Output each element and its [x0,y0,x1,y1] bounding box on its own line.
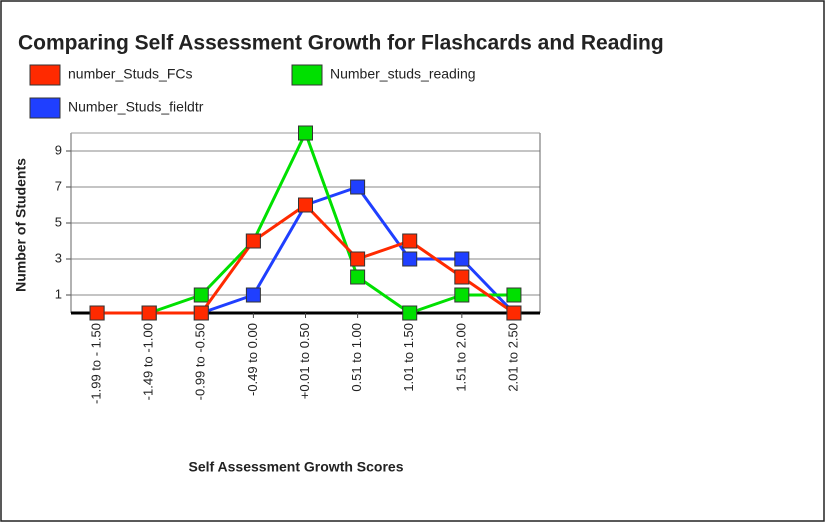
point-marker [454,269,470,285]
x-tick-label: 0.51 to 1.00 [349,323,364,392]
legend-swatch [29,97,61,119]
point-marker [89,305,105,321]
point-marker [298,197,313,213]
x-tick-label: 1.01 to 1.50 [401,323,416,392]
x-tick-label: 1.51 to 2.00 [453,323,468,392]
x-tick-label: -1.99 to - 1.50 [88,323,103,404]
point-marker [454,287,470,303]
x-axis-title: Self Assessment Growth Scores [188,459,403,475]
x-tick-label: -1.49 to -1.00 [141,323,156,400]
point-marker [193,287,209,303]
point-marker [402,233,418,249]
point-marker [245,233,261,249]
point-marker [506,287,522,303]
legend-label: number_Studs_FCs [68,66,193,82]
legend-swatch [29,64,61,86]
legend-label: Number_Studs_fieldtr [68,99,204,115]
point-marker [454,251,470,267]
y-tick-label: 9 [55,142,62,157]
point-marker [350,269,366,285]
x-tick-label: -0.99 to -0.50 [193,323,208,400]
x-tick-label: +0.01 to 0.50 [297,323,312,399]
y-tick-label: 1 [55,286,62,301]
point-marker [402,305,418,321]
x-tick-label: 2.01 to 2.50 [505,323,520,392]
point-marker [350,179,366,195]
point-marker [506,305,522,321]
legend-swatch [291,64,323,86]
legend-label: Number_studs_reading [330,66,476,82]
point-marker [193,305,209,321]
y-tick-label: 7 [55,178,62,193]
point-marker [245,287,261,303]
point-marker [141,305,157,321]
point-marker [298,125,313,141]
y-tick-label: 3 [55,250,62,265]
x-tick-label: -0.49 to 0.00 [245,323,260,396]
point-marker [402,251,418,267]
point-marker [350,251,366,267]
y-axis-title: Number of Students [13,158,29,292]
y-tick-label: 5 [55,214,62,229]
chart-title: Comparing Self Assessment Growth for Fla… [18,32,664,55]
